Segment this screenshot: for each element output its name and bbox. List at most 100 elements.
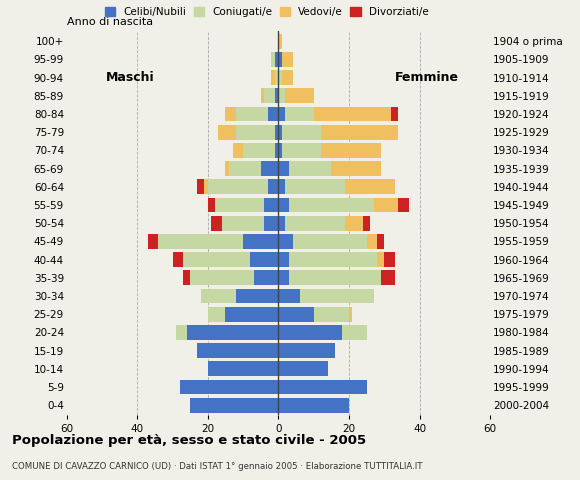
Bar [236,288,278,303]
Text: Maschi: Maschi [106,71,154,84]
Bar [275,88,278,103]
Bar [285,216,346,231]
Bar [275,70,278,85]
Bar [229,161,261,176]
Bar [377,234,384,249]
Bar [314,307,349,322]
Bar [278,270,289,285]
Bar [183,252,250,267]
Bar [208,198,215,213]
Bar [233,143,243,158]
Bar [285,180,346,194]
Bar [282,52,292,67]
Bar [278,380,367,395]
Bar [197,343,278,358]
Bar [278,288,299,303]
Bar [275,52,278,67]
Bar [268,180,278,194]
Bar [226,107,236,121]
Bar [282,125,321,140]
Text: Femmine: Femmine [394,71,459,84]
Bar [226,307,278,322]
Bar [176,325,187,340]
Bar [289,252,377,267]
Bar [342,325,367,340]
Bar [278,216,285,231]
Text: Anno di nascita: Anno di nascita [67,17,153,27]
Bar [173,252,183,267]
Bar [282,143,321,158]
Bar [278,343,335,358]
Bar [278,325,342,340]
Bar [275,143,278,158]
Bar [261,161,278,176]
Bar [219,125,236,140]
Bar [208,307,226,322]
Bar [243,143,275,158]
Bar [201,288,236,303]
Bar [204,180,208,194]
Bar [278,361,328,376]
Bar [148,234,158,249]
Bar [321,143,380,158]
Text: Popolazione per età, sesso e stato civile - 2005: Popolazione per età, sesso e stato civil… [12,434,366,447]
Bar [278,180,285,194]
Bar [278,161,289,176]
Bar [346,216,363,231]
Bar [278,34,282,48]
Bar [275,125,278,140]
Bar [183,270,190,285]
Bar [278,143,282,158]
Bar [226,161,229,176]
Bar [285,107,314,121]
Bar [278,125,282,140]
Bar [208,361,278,376]
Bar [278,70,282,85]
Bar [377,252,384,267]
Bar [261,88,264,103]
Bar [158,234,243,249]
Bar [264,216,278,231]
Bar [384,252,395,267]
Bar [374,198,398,213]
Bar [282,70,292,85]
Bar [349,307,353,322]
Bar [314,107,392,121]
Bar [292,234,367,249]
Bar [197,180,204,194]
Bar [285,88,314,103]
Bar [398,198,409,213]
Bar [222,216,264,231]
Text: COMUNE DI CAVAZZO CARNICO (UD) · Dati ISTAT 1° gennaio 2005 · Elaborazione TUTTI: COMUNE DI CAVAZZO CARNICO (UD) · Dati IS… [12,462,422,471]
Bar [321,125,398,140]
Bar [278,234,292,249]
Bar [289,198,374,213]
Bar [289,161,331,176]
Bar [250,252,278,267]
Bar [215,198,264,213]
Bar [271,70,275,85]
Bar [243,234,278,249]
Bar [278,52,282,67]
Bar [278,307,314,322]
Bar [331,161,380,176]
Bar [264,88,275,103]
Bar [236,125,275,140]
Bar [264,198,278,213]
Bar [208,180,268,194]
Bar [278,88,285,103]
Bar [278,107,285,121]
Bar [392,107,398,121]
Bar [180,380,278,395]
Bar [253,270,278,285]
Bar [211,216,222,231]
Bar [278,398,349,413]
Bar [380,270,395,285]
Bar [363,216,370,231]
Bar [367,234,377,249]
Bar [268,107,278,121]
Bar [236,107,268,121]
Bar [278,198,289,213]
Bar [190,270,253,285]
Bar [299,288,374,303]
